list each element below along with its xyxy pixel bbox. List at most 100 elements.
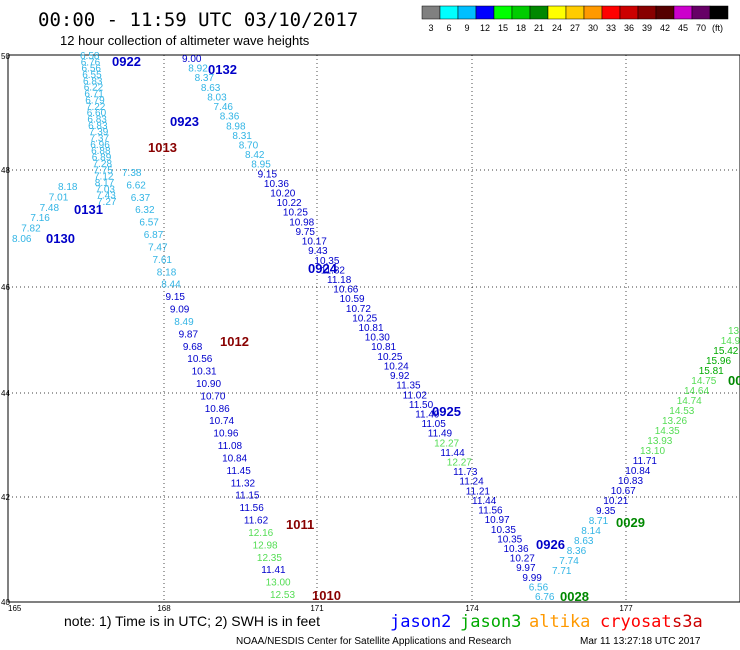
wave-height-value: 10.83 (618, 476, 643, 487)
wave-height-value: 12.98 (253, 540, 278, 551)
wave-height-value: 8.03 (207, 92, 227, 103)
wave-height-value: 10.36 (264, 179, 289, 190)
satellite-name: s3a (672, 612, 703, 632)
wave-height-value: 11.49 (415, 410, 440, 421)
wave-height-value: 10.27 (510, 554, 535, 565)
legend-swatch (511, 5, 531, 20)
wave-height-value: 7.22 (86, 102, 106, 113)
wave-height-value: 6.83 (88, 121, 108, 132)
wave-height-value: 13 (728, 326, 740, 337)
wave-height-value: 10.96 (213, 429, 238, 440)
wave-height-value: 12.27 (447, 458, 472, 469)
wave-height-value: 12.16 (248, 528, 273, 539)
pass-label: 1013 (148, 140, 177, 155)
wave-height-value: 10.22 (277, 198, 302, 209)
wave-height-value: 10.30 (365, 333, 390, 344)
pass-label: 1012 (220, 334, 249, 349)
wave-height-value: 11.35 (396, 381, 421, 392)
wave-height-value: 10.84 (222, 454, 247, 465)
pass-label: 0923 (170, 114, 199, 129)
page-subtitle: 12 hour collection of altimeter wave hei… (60, 33, 310, 48)
wave-height-value: 8.37 (195, 73, 215, 84)
wave-height-value: 8.31 (232, 131, 252, 142)
wave-height-value: 11.18 (327, 275, 352, 286)
wave-height-value: 7.75 (93, 165, 113, 176)
pass-label: 0922 (112, 54, 141, 69)
wave-height-value: 9.68 (183, 342, 203, 353)
wave-height-value: 10.70 (200, 391, 225, 402)
wave-height-value: 11.02 (403, 390, 428, 401)
legend-swatch (547, 5, 567, 20)
latitude-label: 50 (1, 52, 10, 61)
legend-bin-label: 42 (660, 23, 670, 33)
map-frame (7, 54, 740, 603)
wave-height-value: 11.71 (633, 456, 658, 467)
legend-bin-label: 9 (464, 23, 469, 33)
wave-height-value: 8.63 (201, 83, 221, 94)
wave-height-value: 6.62 (126, 180, 146, 191)
wave-height-value: 6.37 (131, 193, 151, 204)
wave-height-value: 14.9 (721, 336, 740, 347)
wave-height-value: 10.24 (384, 361, 409, 372)
wave-height-value: 10.67 (611, 486, 636, 497)
wave-height-value: 7.48 (40, 203, 60, 214)
wave-height-value: 6.55 (82, 70, 102, 81)
legend-swatch (457, 5, 477, 20)
wave-height-value: 7.61 (153, 255, 173, 266)
wave-height-value: 7.43 (96, 191, 116, 202)
legend-swatch (691, 5, 711, 20)
wave-height-value: 8.17 (95, 178, 115, 189)
wave-height-value: 11.24 (459, 477, 484, 488)
pass-label: 0131 (74, 202, 103, 217)
footer-credit: NOAA/NESDIS Center for Satellite Applica… (236, 636, 511, 647)
wave-height-value: 8.98 (226, 121, 246, 132)
wave-height-value: 6.96 (90, 140, 110, 151)
wave-height-value: 6.71 (84, 89, 104, 100)
wave-height-value: 11.44 (440, 448, 465, 459)
wave-height-value: 11.08 (218, 441, 243, 452)
wave-height-value: 11.82 (321, 265, 346, 276)
wave-height-value: 9.99 (522, 573, 542, 584)
legend-bin-label: (ft) (712, 23, 723, 33)
wave-height-value: 14.74 (677, 396, 702, 407)
wave-height-value: 15.81 (699, 366, 724, 377)
wave-height-value: 10.21 (603, 496, 628, 507)
wave-height-value: 6.60 (87, 108, 107, 119)
wave-height-value: 6.58 (80, 51, 100, 62)
color-legend: 3 6 9 12 15 18 21 24 27 30 33 36 39 42 45 70 (ft) (421, 5, 729, 33)
wave-height-value: 11.41 (261, 565, 286, 576)
wave-height-value: 10.66 (333, 285, 358, 296)
wave-height-value: 10.72 (346, 304, 371, 315)
wave-height-value: 11.49 (428, 429, 453, 440)
pass-labels: 0922 0132 0923 1013 0131 0130 0924 1012 0925 1011… (46, 54, 740, 604)
pass-label: 0028 (560, 589, 589, 604)
legend-swatch (529, 5, 549, 20)
pass-label: 0924 (308, 261, 338, 276)
wave-height-value: 13.93 (647, 436, 672, 447)
legend-bin-label: 30 (588, 23, 598, 33)
wave-height-value: 10.81 (359, 323, 384, 334)
satellite-name: cryosat (600, 612, 672, 632)
wave-height-value: 14.35 (655, 426, 680, 437)
legend-bin-label: 36 (624, 23, 634, 33)
wave-height-value: 10.20 (270, 189, 295, 200)
legend-bin-label: 6 (446, 23, 451, 33)
wave-height-value: 11.05 (422, 419, 447, 430)
wave-height-value: 10.25 (377, 352, 402, 363)
wave-height-value: 7.27 (97, 197, 117, 208)
wave-height-value: 6.83 (83, 76, 103, 87)
wave-height-value: 10.74 (209, 416, 234, 427)
wave-height-value: 8.36 (220, 112, 240, 123)
wave-height-value: 10.25 (283, 208, 308, 219)
latitude-label: 40 (1, 598, 10, 607)
wave-height-value: 11.15 (235, 491, 260, 502)
legend-swatch (421, 5, 441, 20)
wave-height-value: 11.62 (244, 516, 269, 527)
wave-height-value: 6.57 (139, 218, 159, 229)
wave-height-value: 9.92 (390, 371, 410, 382)
wave-height-value: 8.92 (188, 64, 208, 75)
wave-height-value: 8.36 (567, 546, 587, 557)
wave-height-value: 11.50 (409, 400, 434, 411)
legend-bin-label: 15 (498, 23, 508, 33)
legend-swatch (601, 5, 621, 20)
